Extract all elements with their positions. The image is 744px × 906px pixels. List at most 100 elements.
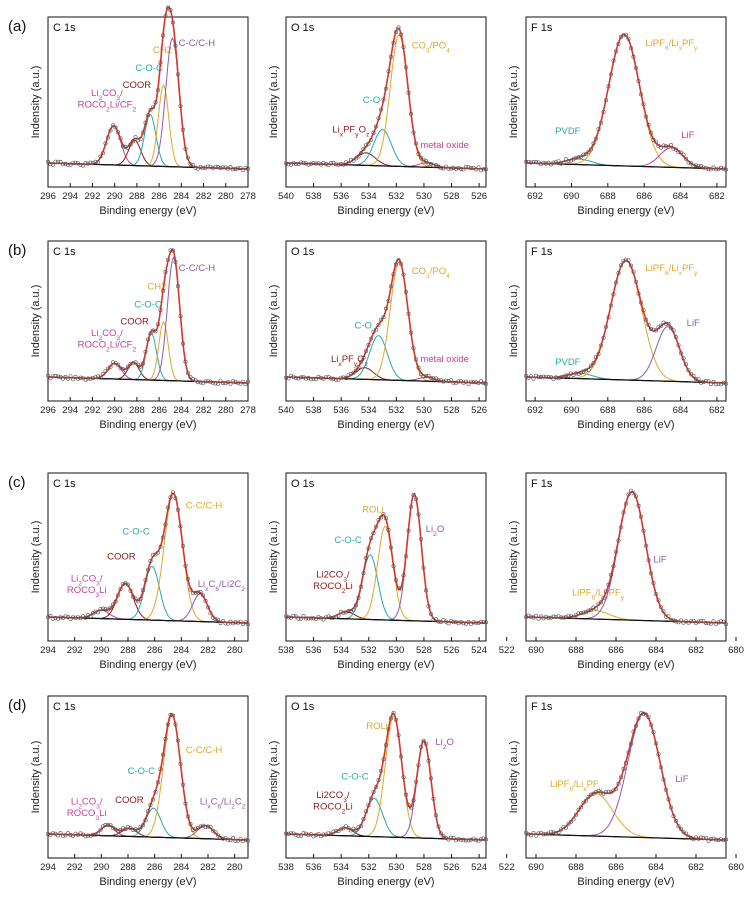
data-point [331, 829, 336, 834]
x-axis-label: Binding energy (eV) [337, 205, 434, 217]
data-point [691, 373, 696, 378]
data-point [333, 377, 338, 382]
data-point [213, 381, 218, 386]
x-tick-label: 680 [728, 645, 744, 656]
data-point [578, 611, 583, 616]
data-point [321, 161, 326, 166]
data-point [238, 166, 243, 171]
peak-label-c-c-c-h-run: C-C/C-H [186, 500, 223, 511]
peak-label-metal-oxide-run: metal oxide [420, 354, 469, 365]
data-point [641, 102, 646, 107]
data-point [50, 374, 55, 379]
x-tick-label: 282 [196, 405, 212, 416]
data-point [398, 32, 403, 37]
data-point [321, 832, 326, 837]
data-point [558, 615, 563, 620]
data-point [388, 716, 393, 721]
data-point [213, 830, 218, 835]
data-point [126, 364, 131, 369]
data-point [711, 165, 716, 170]
data-point [588, 792, 593, 797]
data-point [408, 330, 413, 335]
x-tick-label: 684 [648, 645, 664, 656]
peak-label-c-o-c: C-O-C [134, 300, 162, 311]
peak-label-c-c-c-h: C-C/C-H [179, 38, 216, 49]
data-point [151, 105, 156, 110]
data-point [311, 161, 316, 166]
data-point [348, 371, 353, 376]
data-point [188, 587, 193, 592]
peak-label-co3-po4-run: 3 [426, 272, 430, 279]
data-point [91, 161, 96, 166]
peak-label-coor: COOR [120, 317, 149, 328]
data-point [373, 124, 378, 129]
data-point [476, 621, 481, 626]
peak-label-li2co3-roco3li: Li2CO3/ROCO3Li [67, 796, 107, 821]
peak-label-li2co3-roco2li: Li2CO3/ ROCO2Li [313, 569, 353, 594]
data-point [218, 620, 223, 625]
peak-label-lipf6-lixpfy-run: PF [587, 779, 599, 790]
data-point [713, 382, 718, 387]
data-point [663, 144, 668, 149]
x-tick-label: 286 [147, 645, 163, 656]
peak-label-co3-po4: CO3/PO4 [412, 266, 450, 280]
data-point [436, 824, 441, 829]
peak-c-c-c-h [48, 493, 248, 624]
data-point [643, 712, 648, 717]
data-point [241, 168, 246, 173]
x-tick-label: 294 [40, 862, 56, 873]
data-point [206, 605, 211, 610]
data-point [168, 248, 173, 253]
data-point [586, 794, 591, 799]
peak-label-lixc6-li2c2-run: x [205, 586, 209, 593]
data-point [391, 710, 396, 715]
data-point [118, 136, 123, 141]
data-point [306, 832, 311, 837]
peak-ch2 [48, 320, 248, 384]
data-point [703, 835, 708, 840]
data-point [206, 379, 211, 384]
data-point [291, 613, 296, 618]
data-point [203, 379, 208, 384]
peak-label-lixpfyoz-run: x [338, 361, 342, 368]
data-point [723, 381, 728, 386]
data-point [358, 151, 363, 156]
peak-label-li2co3-roco2li-cf2-run: 2 [98, 335, 102, 342]
x-tick-label: 278 [240, 191, 256, 202]
data-point [716, 381, 721, 386]
x-axis-label: Binding energy (eV) [99, 876, 196, 888]
x-tick-label: 528 [444, 405, 460, 416]
x-tick-label: 522 [499, 645, 515, 656]
data-point [643, 317, 648, 322]
peak-label-roli: ROLi [362, 505, 384, 516]
peak-label-lixpfyoz-run: O [359, 125, 366, 136]
data-point [208, 379, 213, 384]
data-point [303, 376, 308, 381]
data-point [616, 538, 621, 543]
x-tick-label: 292 [85, 405, 101, 416]
peak-label-li2co3-roco2li-cf2-run: CO [102, 328, 116, 339]
data-point [533, 160, 538, 165]
y-axis-label: Indensity (a.u.) [268, 66, 280, 139]
data-point [656, 598, 661, 603]
x-tick-label: 292 [67, 645, 83, 656]
data-point [658, 323, 663, 328]
data-point [461, 837, 466, 842]
peak-label-c-o-c: C-O-C [128, 766, 156, 777]
peak-label-lif-run: LiF [653, 554, 666, 565]
data-point [396, 25, 401, 30]
data-point [666, 614, 671, 619]
data-point [203, 598, 208, 603]
peak-label-pvdf: PVDF [555, 357, 581, 368]
plot-frame [285, 695, 487, 859]
data-point [578, 154, 583, 159]
data-point [188, 162, 193, 167]
x-tick-label: 686 [636, 191, 652, 202]
data-point [161, 535, 166, 540]
data-point [343, 160, 348, 165]
data-point [226, 621, 231, 626]
data-point [431, 163, 436, 168]
peak-label-li2co3-roco2li-cf2-run: ROCO [78, 340, 107, 351]
data-point [311, 376, 316, 381]
x-tick-label: 526 [471, 191, 487, 202]
